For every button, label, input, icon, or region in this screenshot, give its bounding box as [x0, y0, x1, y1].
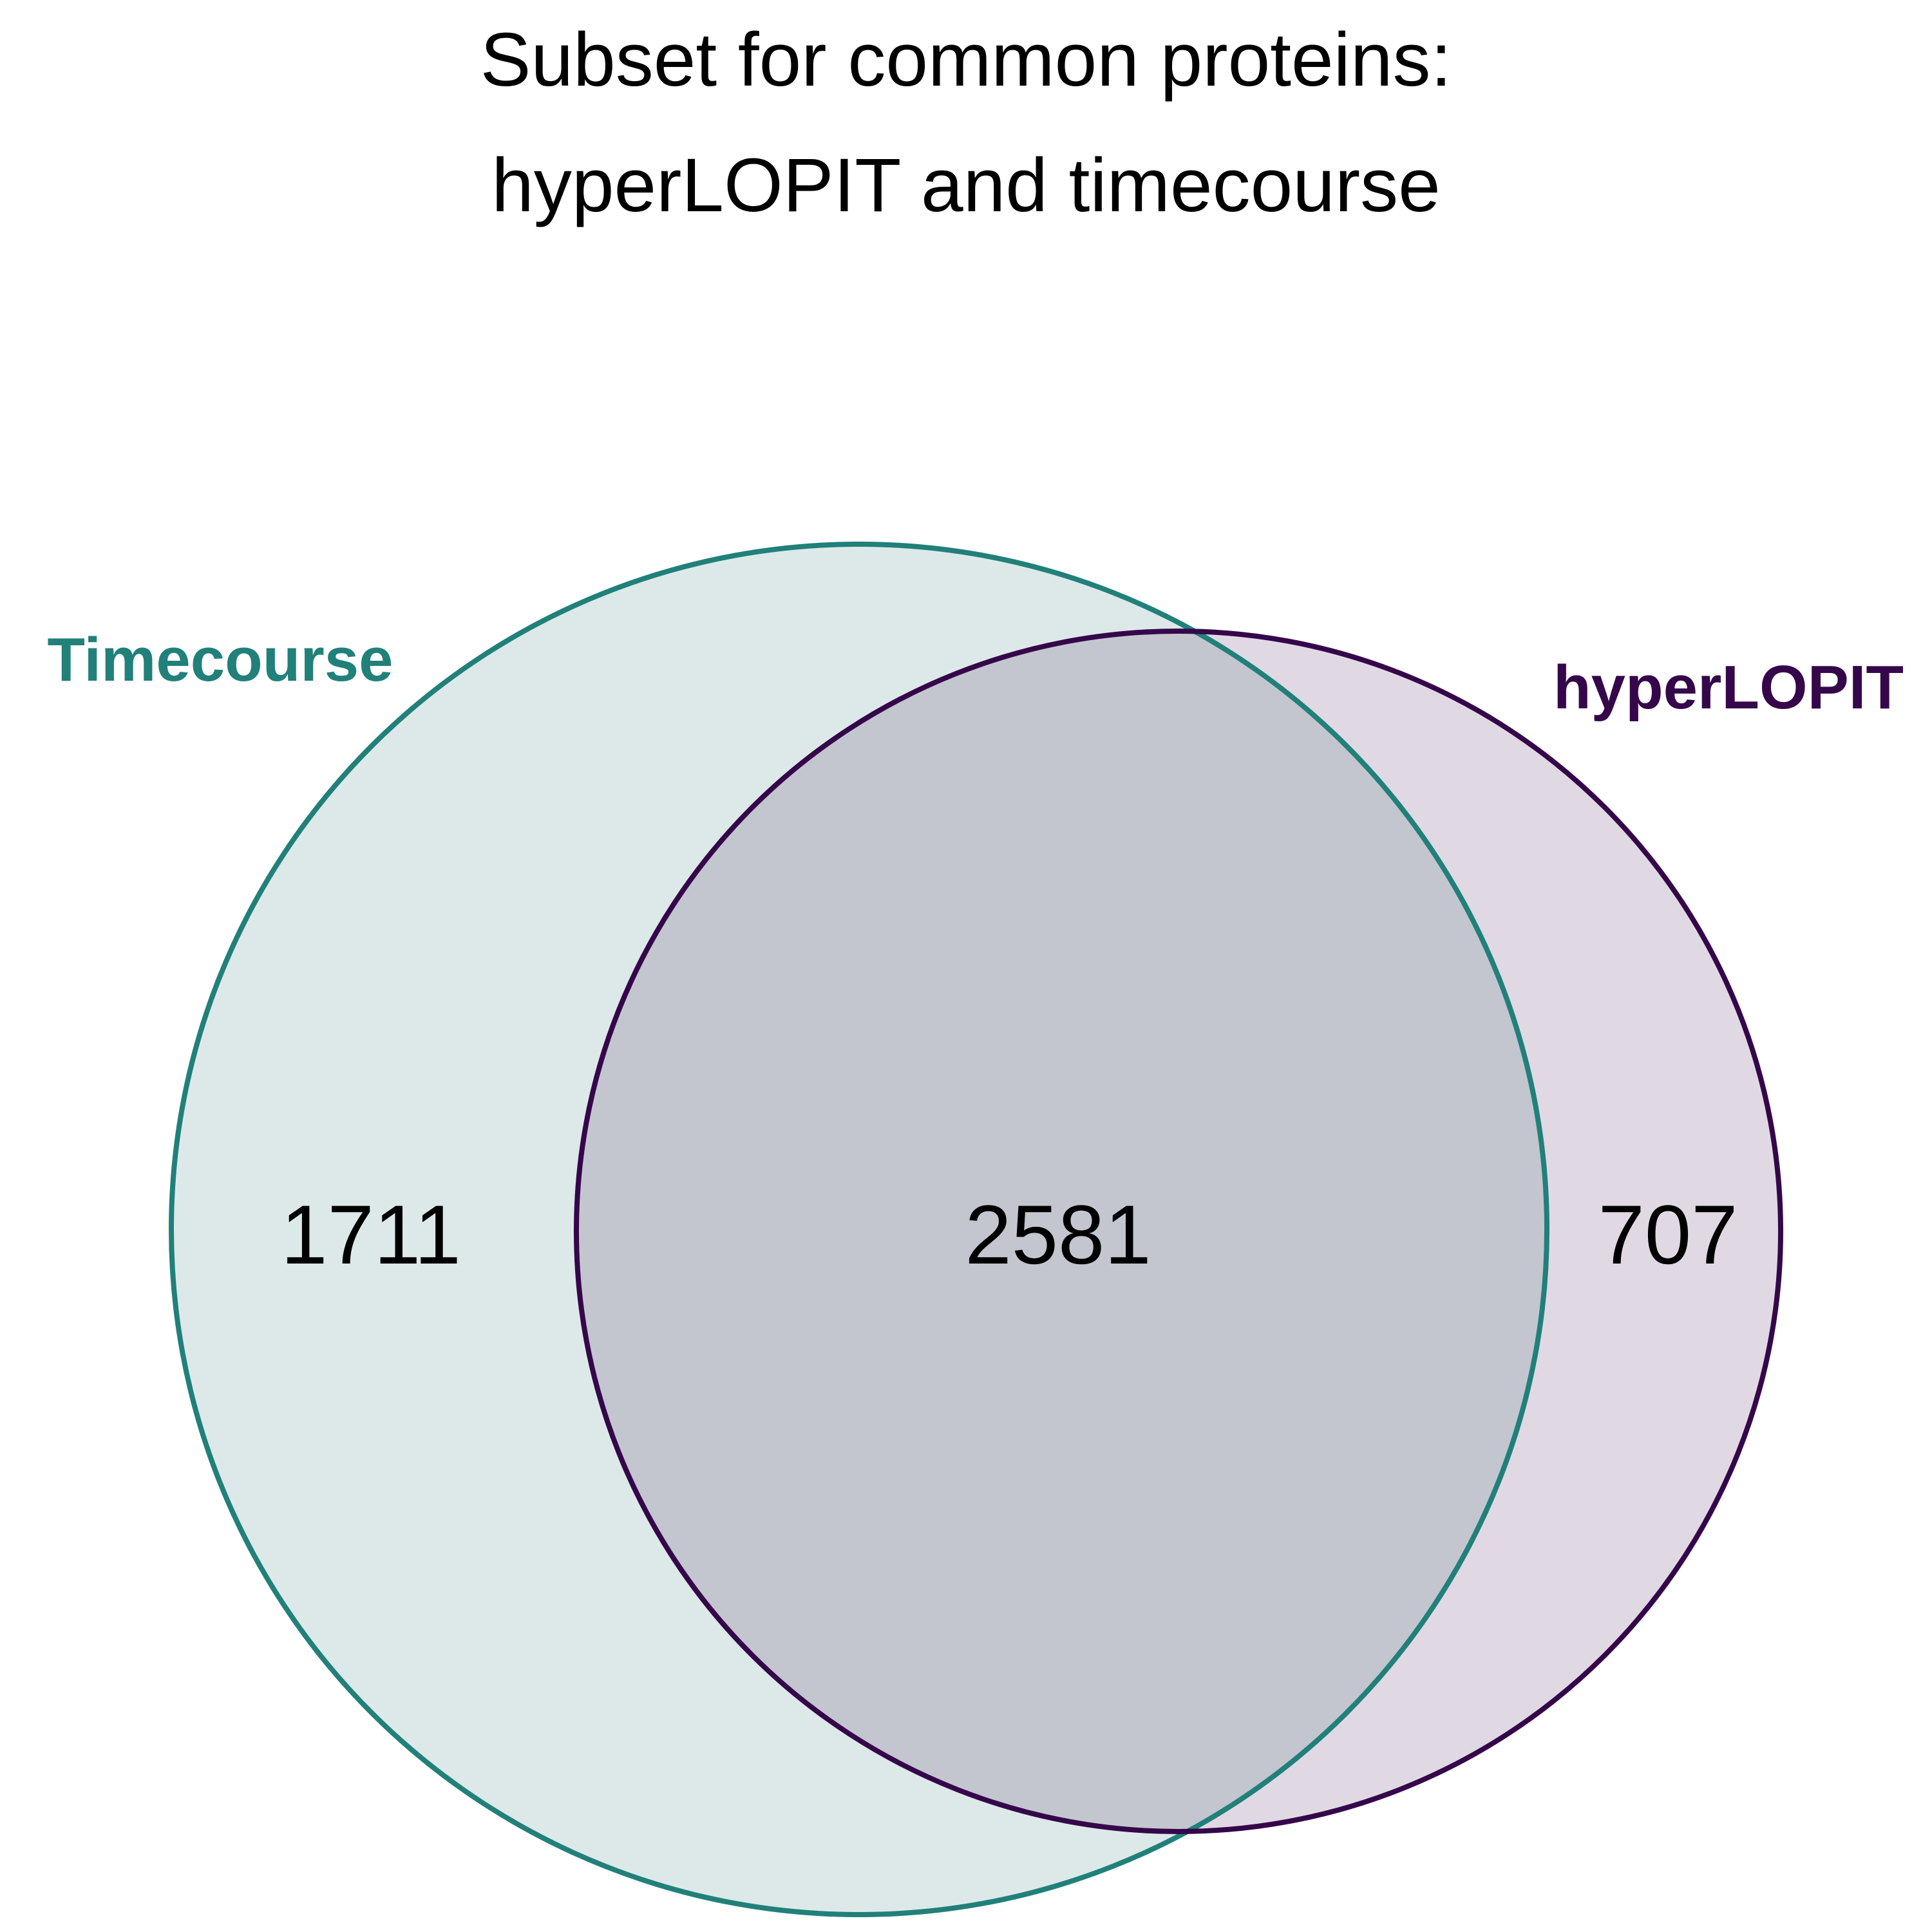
figure-title-line1: Subset for common proteins:: [480, 17, 1452, 102]
timecourse-set-label: Timecourse: [47, 625, 393, 694]
figure-title-line2: hyperLOPIT and timecourse: [491, 143, 1441, 228]
hyperlopit-set-circle-outline: [574, 629, 1783, 1834]
intersection-count: 2581: [965, 1188, 1151, 1282]
timecourse-only-count: 1711: [281, 1188, 461, 1282]
hyperlopit-set-label: hyperLOPIT: [1553, 653, 1904, 722]
hyperlopit-only-count: 707: [1598, 1188, 1738, 1282]
timecourse-set-circle-outline: [169, 542, 1549, 1917]
